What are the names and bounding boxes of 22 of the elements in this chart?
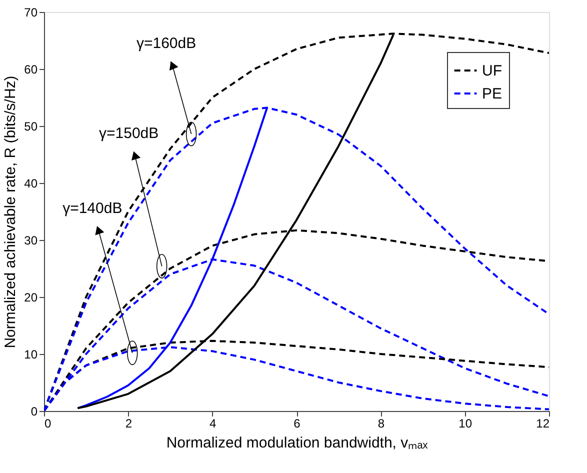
x-tick-label: 12 (536, 416, 550, 430)
legend-label: UF (482, 62, 502, 80)
legend-label: PE (482, 86, 502, 102)
y-tick-label: 20 (24, 290, 38, 304)
y-tick-label: 0 (30, 404, 38, 418)
y-tick-label: 60 (24, 62, 38, 76)
y-tick-label: 70 (24, 6, 38, 20)
x-tick-label: 10 (458, 416, 472, 430)
x-axis-title: Normalized modulation bandwidth, vₘₐₓ (166, 434, 428, 452)
y-tick-label: 40 (24, 176, 38, 190)
x-tick-label: 8 (378, 416, 385, 430)
y-axis-title: Normalized achievable rate, R (bits/s/Hz) (2, 76, 20, 348)
y-tick-label: 10 (24, 348, 38, 362)
x-tick-label: 2 (125, 416, 132, 430)
y-tick-label: 30 (24, 234, 38, 248)
x-tick-label: 0 (44, 416, 52, 430)
y-tick-label: 50 (24, 120, 38, 134)
annotation: γ=140dB (62, 200, 122, 217)
annotation: γ=150dB (99, 125, 159, 142)
x-tick-label: 6 (294, 416, 301, 430)
x-tick-label: 4 (209, 416, 216, 430)
annotation: γ=160dB (136, 34, 196, 52)
